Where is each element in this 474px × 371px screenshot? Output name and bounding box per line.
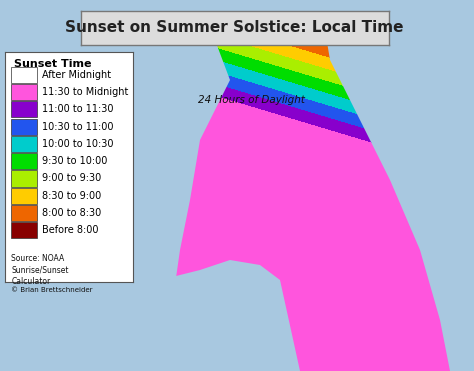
Text: 11:30 to Midnight: 11:30 to Midnight [42, 87, 128, 97]
Text: 10:00 to 10:30: 10:00 to 10:30 [42, 139, 113, 149]
Text: 8:00 to 8:30: 8:00 to 8:30 [42, 208, 101, 218]
Text: 8:30 to 9:00: 8:30 to 9:00 [42, 191, 101, 201]
Polygon shape [0, 0, 230, 371]
FancyBboxPatch shape [11, 101, 36, 118]
Text: 24 Hours of Daylight: 24 Hours of Daylight [198, 95, 305, 105]
Text: 11:00 to 11:30: 11:00 to 11:30 [42, 105, 113, 114]
FancyBboxPatch shape [11, 188, 36, 204]
Text: After Midnight: After Midnight [42, 70, 111, 80]
Text: Source: NOAA
Sunrise/Sunset
Calculator: Source: NOAA Sunrise/Sunset Calculator [11, 255, 69, 286]
FancyBboxPatch shape [11, 205, 36, 221]
FancyBboxPatch shape [11, 136, 36, 152]
FancyBboxPatch shape [11, 119, 36, 135]
FancyBboxPatch shape [11, 67, 36, 83]
FancyBboxPatch shape [11, 84, 36, 100]
Polygon shape [130, 260, 300, 371]
Text: Before 8:00: Before 8:00 [42, 225, 98, 235]
Polygon shape [320, 0, 474, 371]
Text: 9:30 to 10:00: 9:30 to 10:00 [42, 156, 107, 166]
FancyBboxPatch shape [11, 170, 36, 187]
Text: 9:00 to 9:30: 9:00 to 9:30 [42, 174, 101, 183]
FancyBboxPatch shape [11, 153, 36, 169]
FancyBboxPatch shape [11, 222, 36, 238]
Text: Sunset on Summer Solstice: Local Time: Sunset on Summer Solstice: Local Time [65, 20, 404, 35]
Polygon shape [0, 0, 474, 50]
Text: © Brian Brettschneider: © Brian Brettschneider [11, 286, 92, 293]
Text: Sunset Time: Sunset Time [14, 59, 91, 69]
Text: 10:30 to 11:00: 10:30 to 11:00 [42, 122, 113, 132]
